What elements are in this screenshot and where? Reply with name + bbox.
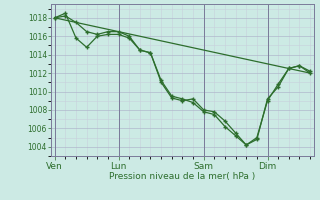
X-axis label: Pression niveau de la mer( hPa ): Pression niveau de la mer( hPa ) [109, 172, 256, 181]
